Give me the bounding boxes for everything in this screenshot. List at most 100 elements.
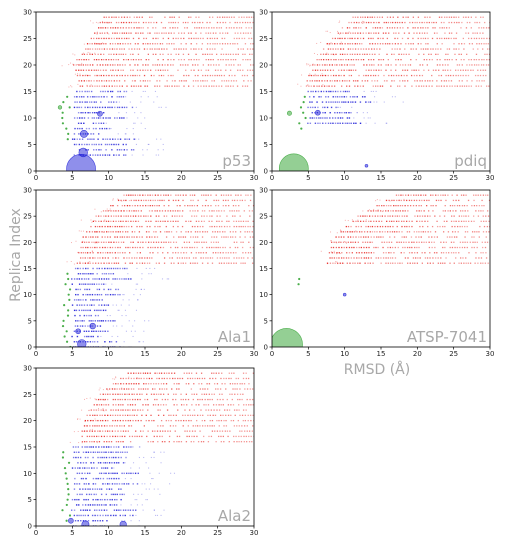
point-red [136,236,138,238]
point-red [228,74,231,77]
point-red [403,215,406,217]
point-red [468,220,470,222]
point-red [336,252,338,254]
point-red [202,21,204,24]
point-blue [102,117,105,119]
point-red [217,69,219,71]
point-red [478,21,481,24]
point-red [364,215,366,217]
point-red [242,262,244,264]
point-blue-sparse [385,122,387,124]
point-red [163,257,166,259]
point-red [251,441,253,443]
point-red [132,409,134,411]
point-blue-sparse [138,446,141,448]
point-red [331,85,333,87]
point-blue [123,446,125,448]
point-red [218,225,221,228]
point-red [355,69,357,71]
point-blue [325,90,328,93]
point-red [237,64,239,66]
point-blue [339,90,342,93]
y-tick-label: 0 [264,344,268,352]
point-red [100,59,103,61]
point-red [357,85,359,87]
point-red [174,210,177,212]
point-red-sparse [87,261,89,263]
point-blue-sparse [135,138,137,140]
point-red [201,241,203,243]
point-red [399,205,402,207]
point-red [177,53,180,55]
point-red [119,225,121,228]
point-red [122,231,124,233]
point-blue [79,493,81,496]
point-red [183,32,185,34]
point-red [167,393,169,395]
point-red [440,257,442,259]
point-red [243,425,246,427]
point-red [211,220,213,222]
point-red [148,419,150,422]
point-red [143,425,146,427]
point-red [429,262,431,264]
point-blue [123,278,125,280]
point-red [318,59,320,61]
point-red [137,210,140,212]
point-red [449,246,451,249]
point-red [131,80,134,82]
point-red [144,398,146,401]
point-red [375,21,378,24]
point-red [128,425,130,427]
point-red [162,220,164,222]
point-blue [82,514,85,517]
point-red [238,27,241,29]
point-red [175,425,177,427]
point-red [104,32,106,34]
point-red [439,225,441,228]
point-red [229,43,232,45]
point-red [365,48,367,50]
point-red [100,27,102,29]
point-red [195,404,197,406]
point-blue [92,477,95,480]
point-red [99,252,102,254]
point-red [149,205,151,207]
point-red [380,257,382,259]
point-red-sparse [362,22,364,24]
point-red [203,241,205,243]
point-blue [83,335,86,338]
point-red [459,74,462,77]
point-red [376,231,378,233]
point-red [320,53,322,55]
point-red [215,246,217,249]
point-red [200,409,202,411]
point-blue-sparse [135,283,137,285]
point-blue [82,451,85,453]
point-red [346,69,348,71]
point-red [129,43,132,45]
point-red [213,85,215,87]
point-red [140,59,142,61]
point-red [473,236,475,238]
point-red [373,59,375,61]
point-red [147,53,150,55]
point-red [230,16,233,18]
point-blue [101,520,104,522]
point-red [415,85,417,87]
point-red [464,246,466,249]
point-red [115,404,117,406]
point-red [399,64,402,66]
point-blue [95,283,98,285]
point-red [484,53,486,55]
point-red [191,246,193,249]
point-red [156,377,158,380]
point-red [418,85,420,87]
point-red [358,252,360,254]
point-red [364,16,366,18]
point-red [189,205,191,207]
x-tick-label: 25 [449,350,458,358]
point-blue [89,154,91,156]
point-red [112,409,115,411]
point-red [242,393,244,395]
